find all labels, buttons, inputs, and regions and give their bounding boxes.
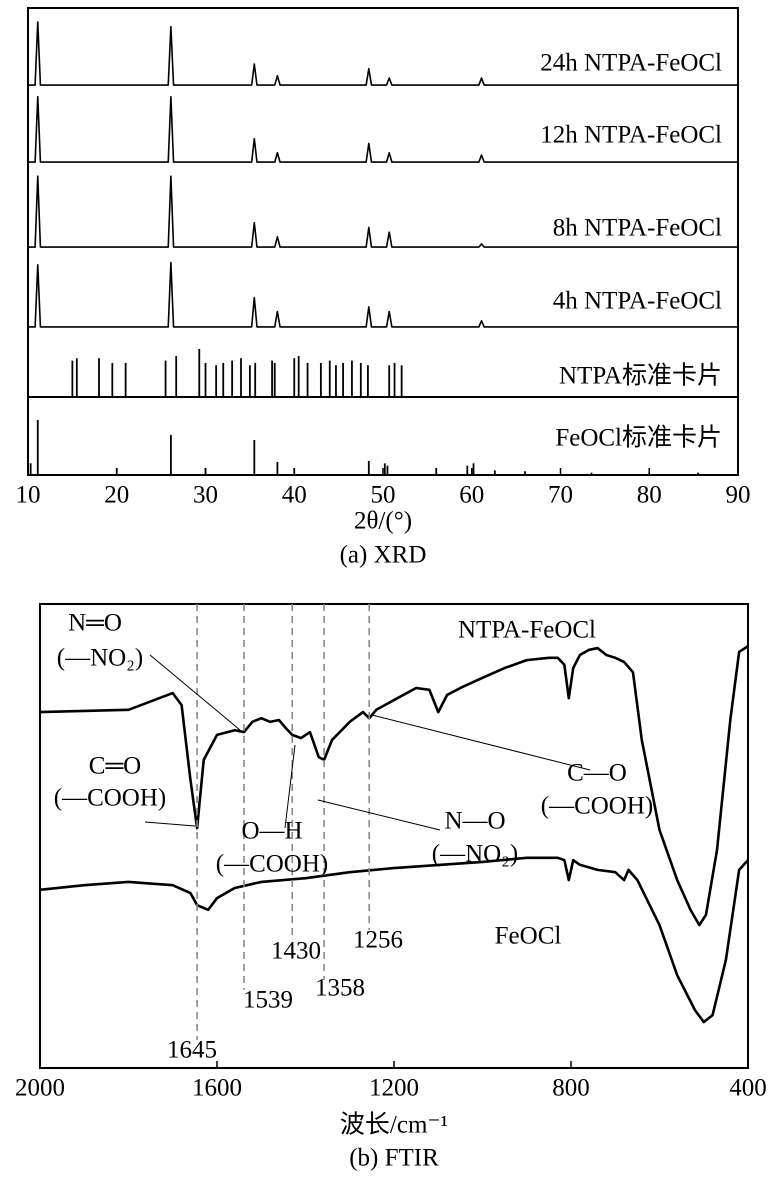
x-tick-label: 40 [282, 482, 307, 509]
annotation-group: N═O [68, 610, 122, 637]
x-axis-label: 波长/cm⁻¹ [340, 1111, 448, 1139]
x-tick-label: 70 [548, 482, 573, 509]
annotation-moiety: (—COOH) [541, 793, 654, 820]
annotation-group: C—O [567, 760, 627, 787]
x-tick-label: 1200 [369, 1075, 419, 1102]
caption: (b) FTIR [349, 1145, 439, 1172]
series-line [28, 21, 738, 86]
marker-label: 1539 [243, 987, 293, 1014]
marker-label: 1430 [271, 938, 321, 965]
x-tick-label: 90 [726, 482, 751, 509]
series-label: FeOCl [495, 923, 562, 950]
marker-label: 1358 [315, 975, 365, 1002]
x-axis-label: 2θ/(°) [354, 508, 412, 535]
reference-label: NTPA标准卡片 [559, 362, 722, 390]
x-tick-label: 50 [371, 482, 396, 509]
annotation-leader [317, 799, 441, 831]
series-label: NTPA-FeOCl [458, 617, 596, 644]
annotation-leader [149, 654, 241, 731]
x-tick-label: 2000 [15, 1075, 65, 1102]
series-line [28, 261, 738, 328]
series-label: 4h NTPA-FeOCl [553, 288, 722, 315]
series-line [28, 175, 738, 248]
annotation-leader [144, 821, 196, 827]
series-line [39, 856, 749, 1024]
annotation-group: O—H [241, 818, 302, 845]
series-label: 24h NTPA-FeOCl [540, 50, 722, 77]
ftir-frame [39, 603, 749, 1069]
reference-label: FeOCl标准卡片 [555, 424, 722, 452]
annotation-leader [284, 744, 296, 829]
marker-label: 1256 [353, 927, 403, 954]
x-tick-label: 1600 [192, 1075, 242, 1102]
annotation-moiety: (—NO₂) [57, 645, 143, 672]
annotation-leader [371, 714, 591, 771]
x-tick-label: 80 [637, 482, 662, 509]
x-tick-label: 400 [729, 1075, 767, 1102]
x-tick-label: 20 [104, 482, 129, 509]
marker-label: 1645 [167, 1037, 217, 1064]
series-line [28, 95, 738, 163]
annotation-moiety: (—COOH) [54, 785, 167, 812]
x-tick-label: 800 [552, 1075, 590, 1102]
x-tick-label: 60 [459, 482, 484, 509]
annotation-moiety: (—COOH) [216, 851, 329, 878]
x-tick-label: 30 [193, 482, 218, 509]
annotation-group: C═O [89, 753, 141, 780]
annotation-moiety: (—NO₂) [432, 841, 518, 868]
x-tick-label: 10 [16, 482, 41, 509]
series-line [39, 645, 749, 927]
caption: (a) XRD [340, 542, 427, 569]
series-label: 8h NTPA-FeOCl [553, 215, 722, 242]
annotation-group: N—O [444, 808, 505, 835]
series-label: 12h NTPA-FeOCl [540, 122, 722, 149]
